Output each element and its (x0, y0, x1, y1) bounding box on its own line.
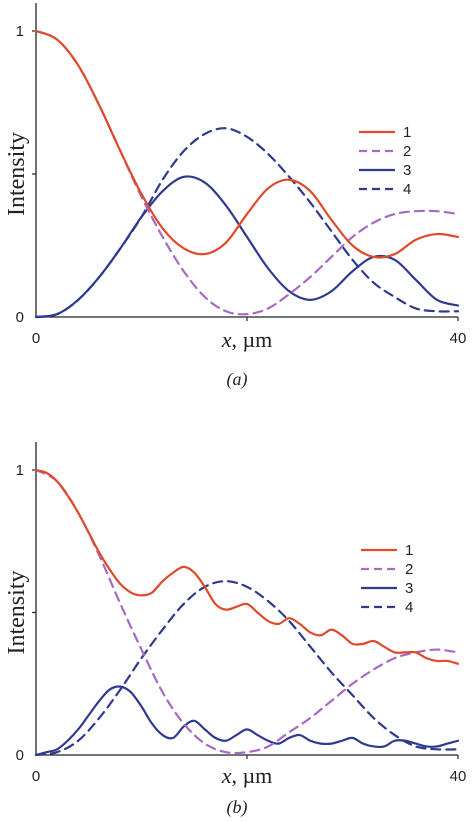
x-tick-label: 40 (450, 768, 467, 785)
legend-box (353, 120, 441, 202)
legend: 1 2 3 4 (355, 538, 441, 620)
x-tick-label: 0 (32, 768, 40, 785)
x-tick-label: 0 (32, 330, 40, 347)
legend-label-3: 3 (405, 580, 413, 597)
x-axis-title: x, µm (221, 327, 273, 352)
legend-label-4: 4 (403, 181, 411, 198)
series-4-line (34, 127, 460, 319)
series-2-line (34, 468, 460, 755)
x-tick-label: 40 (450, 330, 467, 347)
chart-a-svg: 1 00 40 Intensity x, µm 1 2 3 4 (a) (4, 3, 467, 390)
series-2-line (34, 29, 460, 316)
series-4-line (34, 580, 460, 757)
legend-label-2: 2 (403, 143, 411, 160)
series-3-line (34, 685, 460, 757)
legend-label-4: 4 (405, 599, 413, 616)
y-axis-title: Intensity (4, 571, 30, 655)
chart-b-svg: 1 00 40 Intensity x, µm 1 2 3 4 (b) (4, 442, 467, 818)
legend-box (355, 538, 441, 620)
series-1-line (34, 468, 460, 665)
panel-caption: (b) (227, 797, 248, 818)
y-tick-label: 1 (16, 462, 24, 479)
x-axis-title: x, µm (221, 763, 273, 788)
y-tick-label: 0 (16, 309, 24, 326)
legend-label-1: 1 (403, 124, 411, 141)
y-axis-title: Intensity (4, 132, 30, 216)
legend-label-2: 2 (405, 561, 413, 578)
legend-label-1: 1 (405, 542, 413, 559)
y-tick-label: 0 (16, 747, 24, 764)
legend-label-3: 3 (403, 162, 411, 179)
y-tick-label: 1 (16, 23, 24, 40)
chart-panel-a: 1 0 0 40 Intensity x, µm 1 2 3 4 (a) (4, 3, 467, 390)
chart-panel-b: 1 0 0 40 Intensity x, µm 1 2 3 4 (b) (0, 411, 474, 822)
series-1-line (34, 29, 460, 259)
panel-caption: (a) (227, 369, 248, 390)
legend: 1 2 3 4 (353, 120, 441, 202)
